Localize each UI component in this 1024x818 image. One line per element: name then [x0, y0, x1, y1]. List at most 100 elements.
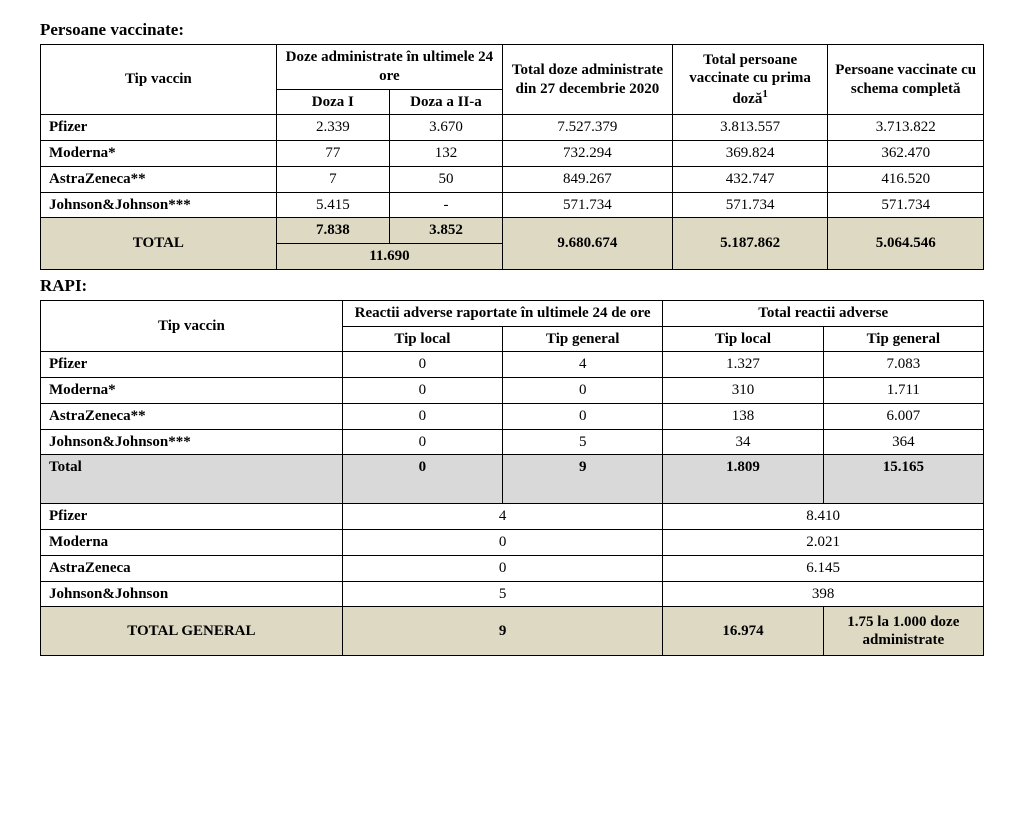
- col-dose-2: Doza a II-a: [389, 89, 502, 115]
- table-row: Pfizer 0 4 1.327 7.083: [41, 352, 984, 378]
- vaccine-name: Pfizer: [41, 115, 277, 141]
- cell-l24: 0: [342, 403, 502, 429]
- cell-pc: 416.520: [828, 166, 984, 192]
- cell-l24: 0: [342, 352, 502, 378]
- col-vaccine-type: Tip vaccin: [41, 45, 277, 115]
- cell-gt: 1.711: [823, 378, 983, 404]
- vaccine-name: Pfizer: [41, 504, 343, 530]
- cell-g24: 0: [503, 403, 663, 429]
- cell-rt: 2.021: [663, 530, 984, 556]
- total-d2: 3.852: [389, 218, 502, 244]
- cell-p1: 369.824: [672, 141, 828, 167]
- cell-g24: 0: [503, 378, 663, 404]
- col-local-total: Tip local: [663, 326, 823, 352]
- total-pc: 5.064.546: [828, 218, 984, 270]
- vaccine-name: Johnson&Johnson***: [41, 192, 277, 218]
- table-row: Johnson&Johnson*** 5.415 - 571.734 571.7…: [41, 192, 984, 218]
- col-local-24h: Tip local: [342, 326, 502, 352]
- vaccine-name: AstraZeneca**: [41, 166, 277, 192]
- cell-pc: 571.734: [828, 192, 984, 218]
- cell-l24: 0: [342, 378, 502, 404]
- cell-lt: 138: [663, 403, 823, 429]
- total-row: TOTAL 7.838 3.852 9.680.674 5.187.862 5.…: [41, 218, 984, 244]
- cell-d1: 77: [276, 141, 389, 167]
- cell-p1: 571.734: [672, 192, 828, 218]
- vaccine-name: Moderna*: [41, 141, 277, 167]
- vaccine-name: Moderna*: [41, 378, 343, 404]
- cell-pc: 362.470: [828, 141, 984, 167]
- col-general-total: Tip general: [823, 326, 983, 352]
- col-dose-1: Doza I: [276, 89, 389, 115]
- table-row: Pfizer 4 8.410: [41, 504, 984, 530]
- cell-lt: 1.327: [663, 352, 823, 378]
- col-first-dose-text: Total persoane vaccinate cu prima doză: [689, 52, 811, 108]
- cell-rt: 6.145: [663, 555, 984, 581]
- vaccine-name: AstraZeneca: [41, 555, 343, 581]
- total-p1: 5.187.862: [672, 218, 828, 270]
- grand-label: TOTAL GENERAL: [41, 607, 343, 656]
- col-reactions-24h: Reactii adverse raportate în ultimele 24…: [342, 300, 663, 326]
- cell-pc: 3.713.822: [828, 115, 984, 141]
- cell-p1: 432.747: [672, 166, 828, 192]
- cell-l24: 0: [342, 429, 502, 455]
- grand-total-row: TOTAL GENERAL 9 16.974 1.75 la 1.000 doz…: [41, 607, 984, 656]
- cell-r24: 0: [342, 555, 663, 581]
- cell-d2: -: [389, 192, 502, 218]
- subtotal-lt: 1.809: [663, 455, 823, 504]
- cell-d1: 7: [276, 166, 389, 192]
- cell-total: 849.267: [503, 166, 673, 192]
- cell-gt: 6.007: [823, 403, 983, 429]
- col-vaccine-type: Tip vaccin: [41, 300, 343, 352]
- cell-d1: 2.339: [276, 115, 389, 141]
- grand-gt2: 1.75 la 1.000 doze administrate: [823, 607, 983, 656]
- table-row: AstraZeneca** 7 50 849.267 432.747 416.5…: [41, 166, 984, 192]
- cell-gt: 364: [823, 429, 983, 455]
- cell-g24: 5: [503, 429, 663, 455]
- table-row: Johnson&Johnson*** 0 5 34 364: [41, 429, 984, 455]
- col-reactions-total: Total reactii adverse: [663, 300, 984, 326]
- cell-total: 571.734: [503, 192, 673, 218]
- col-doses-24h: Doze administrate în ultimele 24 ore: [276, 45, 502, 90]
- total-tot: 9.680.674: [503, 218, 673, 270]
- table-row: AstraZeneca** 0 0 138 6.007: [41, 403, 984, 429]
- grand-gt1: 16.974: [663, 607, 823, 656]
- table-row: Moderna* 0 0 310 1.711: [41, 378, 984, 404]
- vaccine-name: AstraZeneca**: [41, 403, 343, 429]
- section-title-vaccinated: Persoane vaccinate:: [40, 20, 984, 40]
- subtotal-l24: 0: [342, 455, 502, 504]
- cell-rt: 398: [663, 581, 984, 607]
- table-row: Johnson&Johnson 5 398: [41, 581, 984, 607]
- cell-g24: 4: [503, 352, 663, 378]
- cell-lt: 34: [663, 429, 823, 455]
- cell-r24: 4: [342, 504, 663, 530]
- col-first-dose: Total persoane vaccinate cu prima doză1: [672, 45, 828, 115]
- grand-r24: 9: [342, 607, 663, 656]
- cell-total: 7.527.379: [503, 115, 673, 141]
- table-row: Moderna* 77 132 732.294 369.824 362.470: [41, 141, 984, 167]
- cell-r24: 0: [342, 530, 663, 556]
- vaccine-name: Johnson&Johnson***: [41, 429, 343, 455]
- cell-p1: 3.813.557: [672, 115, 828, 141]
- col-first-dose-sup: 1: [762, 88, 768, 100]
- vaccine-name: Pfizer: [41, 352, 343, 378]
- cell-d2: 132: [389, 141, 502, 167]
- cell-d2: 50: [389, 166, 502, 192]
- table-row: Moderna 0 2.021: [41, 530, 984, 556]
- subtotal-label: Total: [41, 455, 343, 504]
- cell-d1: 5.415: [276, 192, 389, 218]
- subtotal-g24: 9: [503, 455, 663, 504]
- total-d1: 7.838: [276, 218, 389, 244]
- cell-lt: 310: [663, 378, 823, 404]
- cell-gt: 7.083: [823, 352, 983, 378]
- cell-total: 732.294: [503, 141, 673, 167]
- cell-d2: 3.670: [389, 115, 502, 141]
- subtotal-gt: 15.165: [823, 455, 983, 504]
- cell-r24: 5: [342, 581, 663, 607]
- vaccinated-table: Tip vaccin Doze administrate în ultimele…: [40, 44, 984, 270]
- section-title-rapi: RAPI:: [40, 276, 984, 296]
- vaccine-name: Johnson&Johnson: [41, 581, 343, 607]
- total-sum-24h: 11.690: [276, 244, 502, 270]
- rapi-table: Tip vaccin Reactii adverse raportate în …: [40, 300, 984, 657]
- table-row: Pfizer 2.339 3.670 7.527.379 3.813.557 3…: [41, 115, 984, 141]
- vaccine-name: Moderna: [41, 530, 343, 556]
